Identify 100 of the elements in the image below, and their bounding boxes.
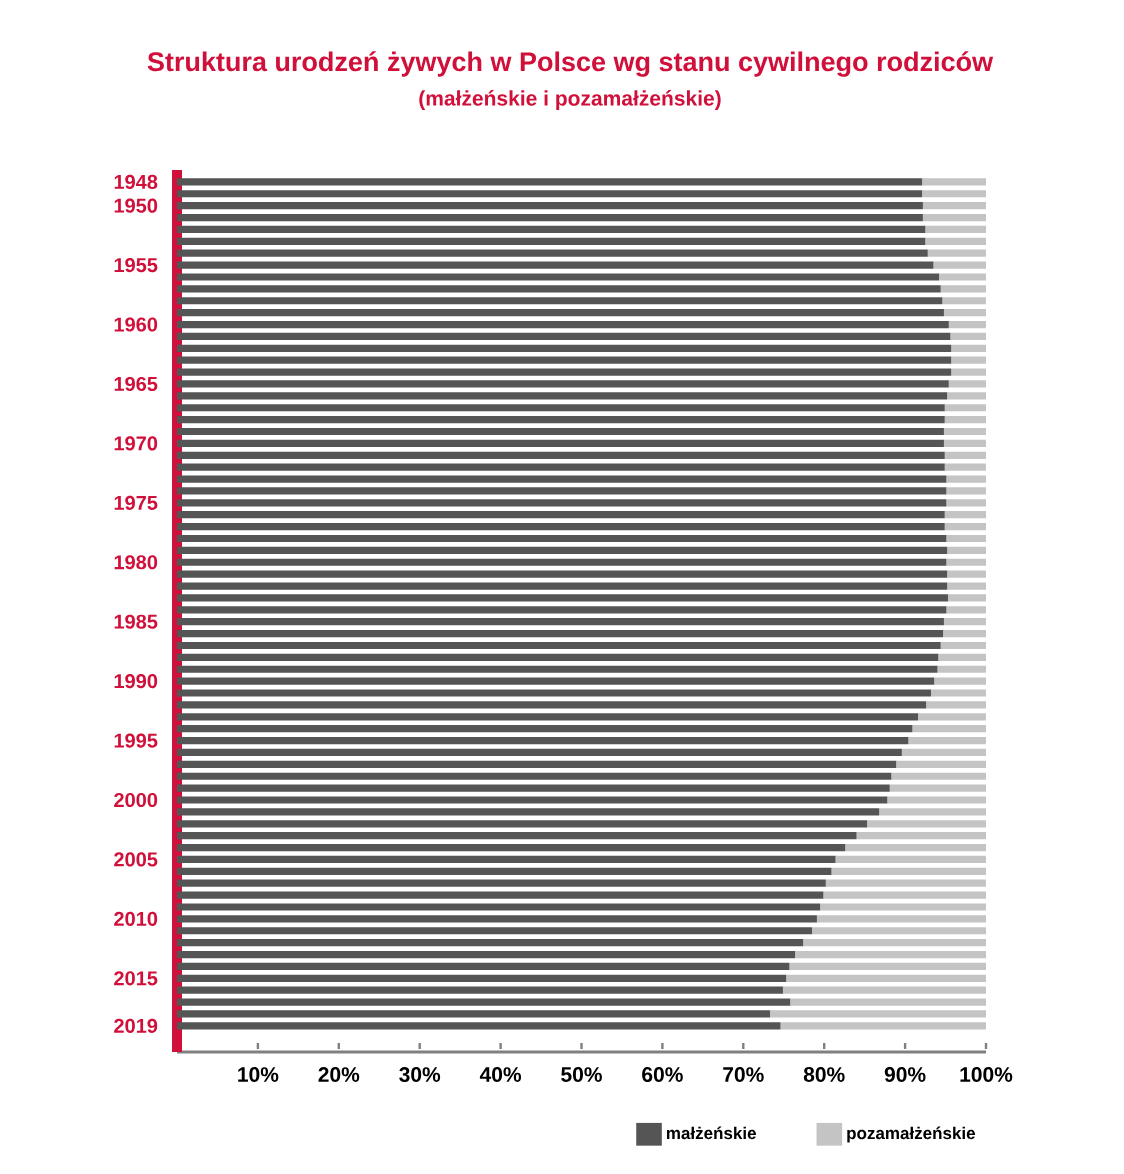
bar [786, 974, 986, 982]
bar [943, 427, 986, 436]
bar [177, 760, 897, 768]
bar [789, 962, 986, 971]
x-tick-label: 100% [960, 1067, 1013, 1082]
y-tick-label: 1985 [114, 614, 158, 629]
bar [912, 725, 986, 733]
bar [177, 618, 944, 626]
bar [177, 784, 890, 792]
bar [177, 487, 947, 495]
x-tick-label: 80% [803, 1067, 845, 1082]
bar [934, 677, 986, 685]
bar [177, 748, 902, 757]
bar [943, 629, 986, 638]
x-tick-label: 10% [238, 1067, 279, 1082]
bar [177, 344, 952, 352]
bar [948, 320, 986, 329]
bar [948, 380, 986, 388]
y-tick-label: 1950 [114, 198, 158, 213]
bar [944, 404, 986, 412]
legend-label: pozamałżeńskie [847, 1126, 976, 1143]
bar [177, 974, 787, 982]
bar [922, 178, 986, 186]
bar [177, 998, 791, 1006]
x-tick-label: 70% [723, 1067, 764, 1082]
bar [927, 249, 986, 257]
bar [177, 190, 923, 198]
bar [177, 1022, 781, 1030]
x-tick-label: 50% [561, 1067, 602, 1082]
bar [177, 309, 944, 317]
bar [946, 487, 986, 495]
bar [177, 855, 836, 864]
bar [946, 499, 986, 507]
chart-title: Struktura urodzeń żywych w Polsce wg stanu cywilnego rodziców [147, 51, 994, 77]
bar [177, 356, 952, 364]
y-tick-label: 2019 [114, 1018, 158, 1033]
bar [177, 927, 813, 935]
bar [940, 641, 986, 650]
bar [177, 796, 888, 804]
x-tick-label: 60% [642, 1067, 683, 1082]
bar [867, 820, 986, 828]
bar [177, 546, 948, 554]
bar [908, 736, 986, 745]
bar [820, 903, 986, 911]
y-tick-label: 1955 [114, 258, 158, 273]
bar [177, 523, 945, 531]
bar [816, 915, 986, 923]
bar [947, 594, 986, 602]
bar [177, 249, 928, 257]
bar [944, 463, 986, 471]
bar [177, 677, 935, 685]
y-tick-label: 1970 [114, 436, 158, 451]
bar [177, 843, 846, 852]
bar [823, 891, 986, 899]
bar [831, 867, 986, 875]
y-tick-label: 1965 [114, 376, 158, 392]
bar [177, 915, 817, 923]
bar [177, 986, 783, 994]
bar [951, 344, 986, 352]
bar [856, 832, 986, 840]
bar [177, 689, 931, 697]
y-tick-label: 2015 [114, 971, 158, 986]
bar [803, 939, 986, 947]
bar [946, 475, 986, 483]
y-tick-label: 2010 [114, 911, 158, 926]
bar [937, 665, 986, 673]
bar [177, 511, 945, 519]
x-tick-label: 20% [318, 1067, 360, 1082]
bar [930, 689, 986, 697]
bar [946, 558, 986, 566]
bar [896, 760, 986, 768]
bar [944, 451, 986, 459]
bar [177, 178, 923, 186]
bar [942, 297, 986, 305]
bar [177, 285, 941, 293]
bar [790, 998, 986, 1006]
y-tick-label: 2000 [114, 792, 158, 808]
bar [951, 356, 986, 364]
bar [933, 261, 986, 269]
bar [177, 261, 934, 269]
x-tick-label: 90% [884, 1067, 926, 1082]
x-tick-label: 40% [479, 1067, 522, 1082]
bar [177, 213, 923, 222]
bar [947, 392, 986, 400]
bar [769, 1010, 986, 1018]
bar [835, 855, 986, 864]
bar [177, 451, 945, 459]
bar [946, 534, 986, 543]
bar [177, 404, 945, 412]
bar [845, 843, 986, 852]
bar [177, 606, 947, 614]
bar [177, 427, 944, 436]
y-tick-label: 1975 [114, 495, 158, 510]
bar [177, 939, 804, 947]
bar [177, 225, 926, 234]
bar [177, 903, 821, 911]
x-tick-label: 30% [399, 1067, 441, 1082]
y-tick-label: 2005 [114, 852, 158, 867]
bar [177, 808, 880, 816]
bar [177, 320, 949, 329]
